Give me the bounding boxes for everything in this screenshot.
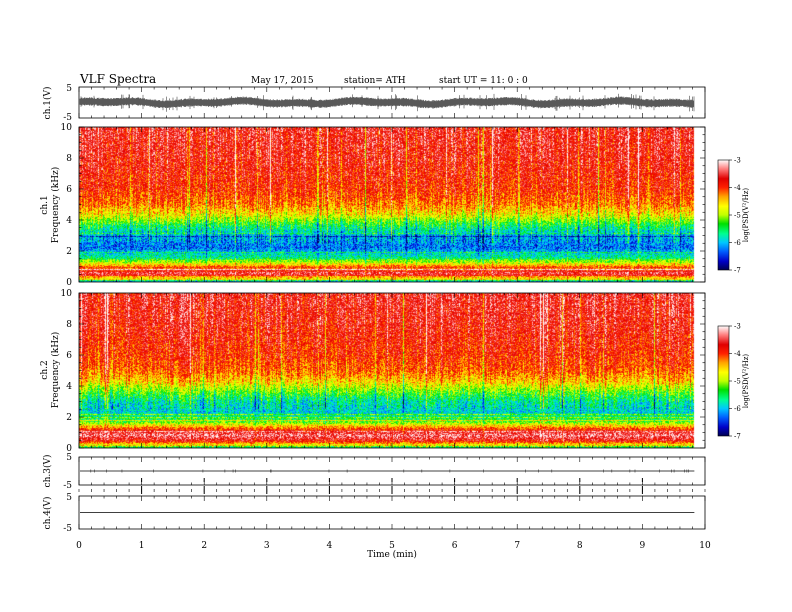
ch1-spec-ylabel: Frequency (kHz) bbox=[50, 167, 61, 244]
x-axis-tick-label: 7 bbox=[514, 541, 520, 551]
x-axis-tick-label: 3 bbox=[264, 541, 270, 551]
ch1-colorbar-ticks: -3 -4 -5 -6 -7 bbox=[729, 157, 741, 275]
ch2-colorbar-scale bbox=[717, 325, 730, 437]
ch3-panel-ticks bbox=[78, 457, 706, 485]
ch1-colorbar-tick-label: -6 bbox=[734, 239, 741, 247]
ch2-colorbar-ticks: -3 -4 -5 -6 -7 bbox=[729, 323, 741, 441]
ch2-colorbar: -3 -4 -5 -6 -7 log(PSD(V²/Hz) bbox=[717, 323, 750, 441]
ch2-spec-ytick-labels: 0 2 4 6 8 10 bbox=[61, 289, 73, 454]
ch1-colorbar-scale bbox=[717, 159, 730, 271]
ch1-spec-ytick-label: 4 bbox=[66, 216, 72, 226]
ch1-spectrogram-panel: 0 2 4 6 8 10 ch.1 Frequency (kHz) bbox=[40, 123, 706, 288]
ch1-colorbar-label: log(PSD(V²/Hz) bbox=[742, 188, 750, 243]
ch2-colorbar-tick-label: -7 bbox=[734, 433, 741, 441]
ch2-spectrogram-panel: 0 2 4 6 8 10 ch.2 Frequency (kHz) bbox=[40, 289, 706, 454]
ch3-ytick-bottom: -5 bbox=[63, 481, 72, 491]
x-axis-tick-label: 5 bbox=[389, 541, 395, 551]
ch1-spec-ytick-label: 0 bbox=[66, 278, 72, 288]
figure-title: VLF Spectra bbox=[79, 72, 156, 86]
ch2-spec-ylabel: Frequency (kHz) bbox=[50, 332, 61, 409]
x-axis-tick-label: 2 bbox=[201, 541, 207, 551]
ch1-spec-channel-label: ch.1 bbox=[40, 195, 50, 214]
ch2-spectrogram-image bbox=[79, 293, 705, 448]
ch4-waveform-panel: 5 -5 ch.4(V) bbox=[42, 486, 706, 534]
ch1-spec-ytick-label: 2 bbox=[66, 247, 72, 257]
ch2-spec-ytick-label: 2 bbox=[66, 413, 72, 423]
x-axis-tick-label: 8 bbox=[577, 541, 583, 551]
x-axis-tick-label: 9 bbox=[640, 541, 646, 551]
ch1-colorbar-tick-label: -7 bbox=[734, 267, 741, 275]
ch4-ytick-bottom: -5 bbox=[63, 524, 72, 534]
ch1-waveform-panel: 5 -5 ch.1(V) bbox=[42, 84, 706, 123]
ch2-spec-ticks bbox=[78, 292, 706, 449]
ch2-colorbar-label: log(PSD(V²/Hz) bbox=[742, 354, 750, 409]
start-time-label: start UT = 11: 0 : 0 bbox=[439, 76, 528, 86]
ch2-spec-channel-label: ch.2 bbox=[40, 360, 50, 379]
ch1-spectrogram-image bbox=[79, 127, 705, 282]
ch4-ytick-top: 5 bbox=[66, 493, 72, 503]
ch3-waveform-trace bbox=[80, 469, 695, 482]
x-axis-tick-labels: 0 1 2 3 4 5 6 7 8 9 10 bbox=[76, 541, 711, 551]
ch1-colorbar-tick-label: -5 bbox=[734, 212, 741, 220]
ch1-ytick-top: 5 bbox=[66, 84, 72, 94]
ch1-waveform-trace bbox=[79, 93, 695, 112]
ch2-colorbar-tick-label: -5 bbox=[734, 378, 741, 386]
x-axis-tick-label: 4 bbox=[327, 541, 333, 551]
x-axis-tick-label: 0 bbox=[76, 541, 82, 551]
ch4-panel-ticks bbox=[78, 486, 706, 529]
ch2-spec-ytick-label: 0 bbox=[66, 444, 72, 454]
station-label: station= ATH bbox=[344, 76, 406, 86]
ch1-ytick-bottom: -5 bbox=[63, 113, 72, 123]
ch1-spec-ytick-labels: 0 2 4 6 8 10 bbox=[61, 123, 73, 288]
x-axis-tick-label: 1 bbox=[139, 541, 145, 551]
ch2-spec-ytick-label: 10 bbox=[61, 289, 73, 299]
date-label: May 17, 2015 bbox=[251, 76, 314, 86]
ch1-colorbar: -3 -4 -5 -6 -7 log(PSD(V²/Hz) bbox=[717, 157, 750, 275]
ch2-colorbar-tick-label: -6 bbox=[734, 405, 741, 413]
ch1-colorbar-tick-label: -3 bbox=[734, 157, 741, 165]
x-axis-label: Time (min) bbox=[367, 549, 417, 560]
ch1-spec-ticks bbox=[78, 126, 706, 283]
ch3-ytick-top: 5 bbox=[66, 453, 72, 463]
ch1-waveform-line bbox=[79, 93, 695, 112]
ch2-spec-ytick-label: 8 bbox=[66, 320, 72, 330]
ch1-spec-ytick-label: 10 bbox=[61, 123, 73, 133]
ch3-waveform-panel: 5 -5 ch.3(V) bbox=[42, 453, 706, 491]
ch2-colorbar-tick-label: -3 bbox=[734, 323, 741, 331]
ch1-colorbar-tick-label: -4 bbox=[734, 184, 741, 192]
ch1-spec-ytick-label: 8 bbox=[66, 154, 72, 164]
ch4-wave-ylabel: ch.4(V) bbox=[42, 497, 53, 530]
ch2-spec-ytick-label: 4 bbox=[66, 382, 72, 392]
x-axis-tick-label: 10 bbox=[699, 541, 711, 551]
ch1-wave-ylabel: ch.1(V) bbox=[42, 87, 53, 120]
ch1-spec-ytick-label: 6 bbox=[66, 185, 72, 195]
ch3-wave-ylabel: ch.3(V) bbox=[42, 455, 53, 488]
ch1-panel-ticks bbox=[78, 87, 706, 118]
ch2-spec-ytick-label: 6 bbox=[66, 351, 72, 361]
x-axis-tick-label: 6 bbox=[452, 541, 458, 551]
ch2-colorbar-tick-label: -4 bbox=[734, 350, 741, 358]
